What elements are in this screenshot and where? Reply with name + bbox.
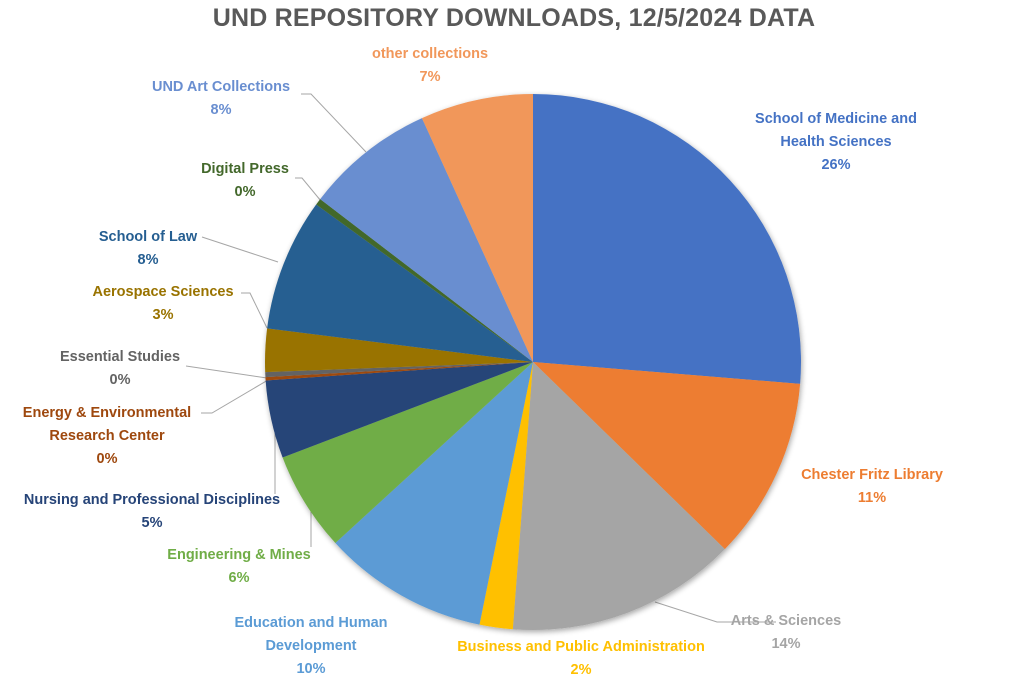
data-label-percent: 2% [570, 662, 592, 678]
data-label: Nursing and Professional Disciplines 5% [24, 489, 280, 535]
pie-slice-school-of-medicine-and-health-sciences [533, 93, 802, 384]
pie-slices [264, 93, 802, 631]
data-label: Digital Press 0% [201, 158, 289, 204]
pie-slice-education-and-human-development [335, 362, 533, 625]
data-label-category: other collections [371, 46, 489, 62]
data-label-percent: 6% [228, 570, 250, 586]
data-label: Essential Studies 0% [60, 346, 180, 392]
pie-slice-engineering-mines [282, 362, 533, 543]
data-label-percent: 11% [857, 490, 887, 506]
data-label-category: Nursing and Professional Disciplines [23, 492, 281, 508]
data-label-percent: 10% [296, 661, 326, 677]
data-label-category: Essential Studies [59, 349, 181, 365]
pie-slice-energy-environmental-research-center [265, 362, 533, 381]
pie-slice-essential-studies [265, 362, 533, 378]
data-label-category: Arts & Sciences [730, 613, 842, 629]
data-label-category: Aerospace Sciences [92, 284, 234, 300]
data-label-category: Research Center [49, 428, 165, 444]
leader-line [241, 292, 268, 329]
pie-slice-chester-fritz-library [533, 362, 801, 550]
data-label: School of Law 8% [99, 226, 197, 272]
data-label: UND Art Collections 8% [152, 76, 290, 122]
data-label: Engineering & Mines 6% [167, 544, 310, 590]
leader-line [201, 379, 269, 414]
data-label-percent: 0% [96, 451, 118, 467]
pie-slice-nursing-and-professional-disciplines [265, 362, 533, 458]
pie-slice-und-art-collections [320, 118, 533, 362]
data-label-category: UND Art Collections [151, 79, 291, 95]
pie-slice-business-and-public-administration [479, 362, 533, 630]
data-label: Education and Human Development 10% [234, 612, 387, 681]
data-label-category: Business and Public Administration [457, 639, 705, 655]
data-label-category: Engineering & Mines [167, 547, 311, 563]
data-label-percent: 5% [141, 515, 163, 531]
data-label-category: Energy & Environmental [22, 405, 192, 421]
data-label: Aerospace Sciences 3% [92, 281, 233, 327]
data-label-percent: 7% [419, 69, 441, 85]
data-label-percent: 3% [152, 307, 174, 323]
pie-slice-other-collections [421, 94, 533, 362]
pie-slice-aerospace-sciences [264, 328, 533, 373]
data-label-percent: 0% [109, 372, 131, 388]
chart-title: UND REPOSITORY DOWNLOADS, 12/5/2024 DATA [212, 4, 816, 32]
leader-line [301, 93, 367, 153]
leader-line [295, 177, 322, 202]
leader-line [201, 236, 279, 263]
data-label: Chester Fritz Library 11% [801, 464, 943, 510]
data-label-category: Health Sciences [780, 134, 892, 150]
data-label-percent: 8% [210, 102, 232, 118]
data-label-category: Development [265, 638, 357, 654]
data-label-percent: 14% [771, 636, 801, 652]
data-label-percent: 8% [137, 252, 159, 268]
data-label-percent: 26% [821, 157, 851, 173]
data-label: other collections 7% [372, 43, 488, 89]
data-label-category: Education and Human [234, 615, 388, 631]
data-label-category: Digital Press [201, 161, 289, 177]
data-label-category: School of Medicine and [755, 111, 917, 127]
data-label: Energy & Environmental Research Center 0% [23, 402, 191, 471]
data-label: School of Medicine and Health Sciences 26% [755, 108, 917, 177]
data-label-category: Chester Fritz Library [801, 467, 943, 483]
data-label-percent: 0% [234, 184, 256, 200]
data-label: Business and Public Administration 2% [457, 636, 705, 682]
pie-slice-arts-sciences [512, 362, 725, 631]
leader-line [185, 365, 268, 379]
leader-line [654, 601, 776, 623]
data-label: Arts & Sciences 14% [731, 610, 841, 656]
data-label-category: School of Law [98, 229, 198, 245]
pie-slice-school-of-law [267, 204, 533, 362]
pie-slice-digital-press [316, 199, 533, 362]
